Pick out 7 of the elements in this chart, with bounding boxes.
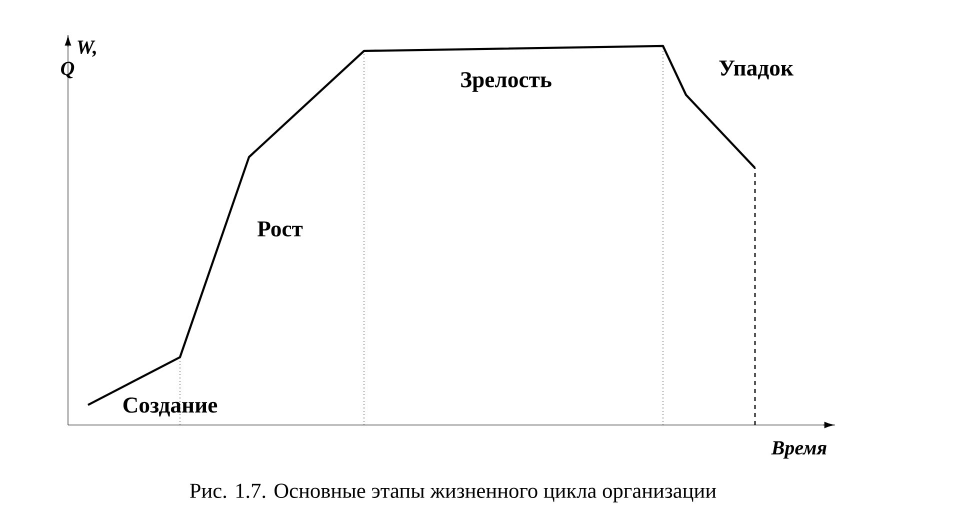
annotation: Создание (123, 398, 218, 416)
text: Рис. 1.7. Основные этапы жизненного цикла организации (190, 484, 716, 502)
y-axis-title: W, Q (61, 40, 96, 78)
x-axis-title: Время (771, 441, 826, 459)
annotation: Зрелость (461, 72, 552, 92)
annotation: Рост (258, 221, 303, 237)
annotation: Упадок (719, 60, 794, 80)
